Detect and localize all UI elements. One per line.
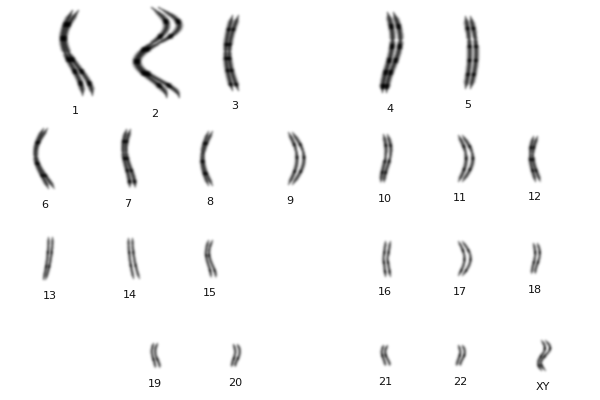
Text: 9: 9	[286, 196, 293, 206]
Text: 6: 6	[41, 200, 49, 210]
Text: 8: 8	[206, 197, 214, 207]
Text: 13: 13	[43, 291, 57, 301]
Text: 14: 14	[123, 290, 137, 300]
Text: 21: 21	[378, 377, 392, 387]
Text: 11: 11	[453, 193, 467, 203]
Text: 7: 7	[124, 199, 131, 209]
Text: 4: 4	[386, 104, 394, 114]
Text: 1: 1	[71, 106, 79, 116]
Text: 16: 16	[378, 287, 392, 297]
Text: 10: 10	[378, 194, 392, 204]
Text: 2: 2	[151, 109, 158, 119]
Text: 19: 19	[148, 379, 162, 389]
Text: 18: 18	[528, 285, 542, 295]
Text: 20: 20	[228, 378, 242, 388]
Text: 17: 17	[453, 287, 467, 297]
Text: XY: XY	[536, 382, 550, 392]
Text: 12: 12	[528, 192, 542, 202]
Text: 22: 22	[453, 377, 467, 387]
Text: 3: 3	[232, 101, 239, 111]
Text: 5: 5	[464, 100, 472, 110]
Text: 15: 15	[203, 288, 217, 298]
